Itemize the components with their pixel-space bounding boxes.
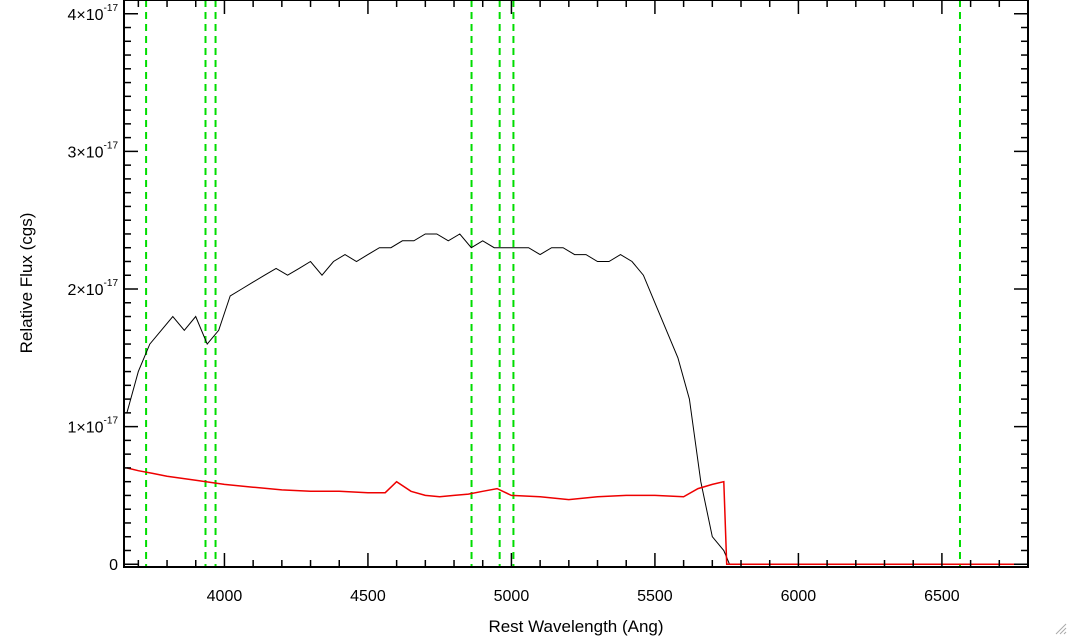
y-tick-label: 1×10-17 bbox=[68, 416, 119, 437]
x-tick-label: 5500 bbox=[637, 588, 673, 605]
y-tick-label: 2×10-17 bbox=[68, 278, 119, 299]
x-tick-label: 6500 bbox=[924, 588, 960, 605]
y-tick-label: 0 bbox=[109, 557, 118, 574]
x-axis-label: Rest Wavelength (Ang) bbox=[488, 617, 663, 636]
x-tick-label: 4000 bbox=[207, 588, 243, 605]
resize-grip-icon[interactable] bbox=[1053, 621, 1067, 635]
series-line-0 bbox=[126, 233, 1028, 565]
tick-labels: 4000 4500 5000 5500 6000 6500 0 1×10-17 2×10-17 3… bbox=[68, 3, 960, 605]
y-axis-label: Relative Flux (cgs) bbox=[17, 213, 36, 354]
x-tick-label: 4500 bbox=[350, 588, 386, 605]
plot-frame bbox=[123, 0, 1029, 568]
series-layer bbox=[126, 233, 1028, 565]
series-line-1 bbox=[126, 467, 1028, 565]
y-tick-label: 4×10-17 bbox=[68, 3, 119, 24]
y-tick-label: 3×10-17 bbox=[68, 140, 119, 161]
x-tick-label: 6000 bbox=[781, 588, 817, 605]
axes bbox=[123, 0, 1029, 568]
reference-lines bbox=[145, 0, 961, 567]
x-tick-label: 5000 bbox=[494, 588, 530, 605]
